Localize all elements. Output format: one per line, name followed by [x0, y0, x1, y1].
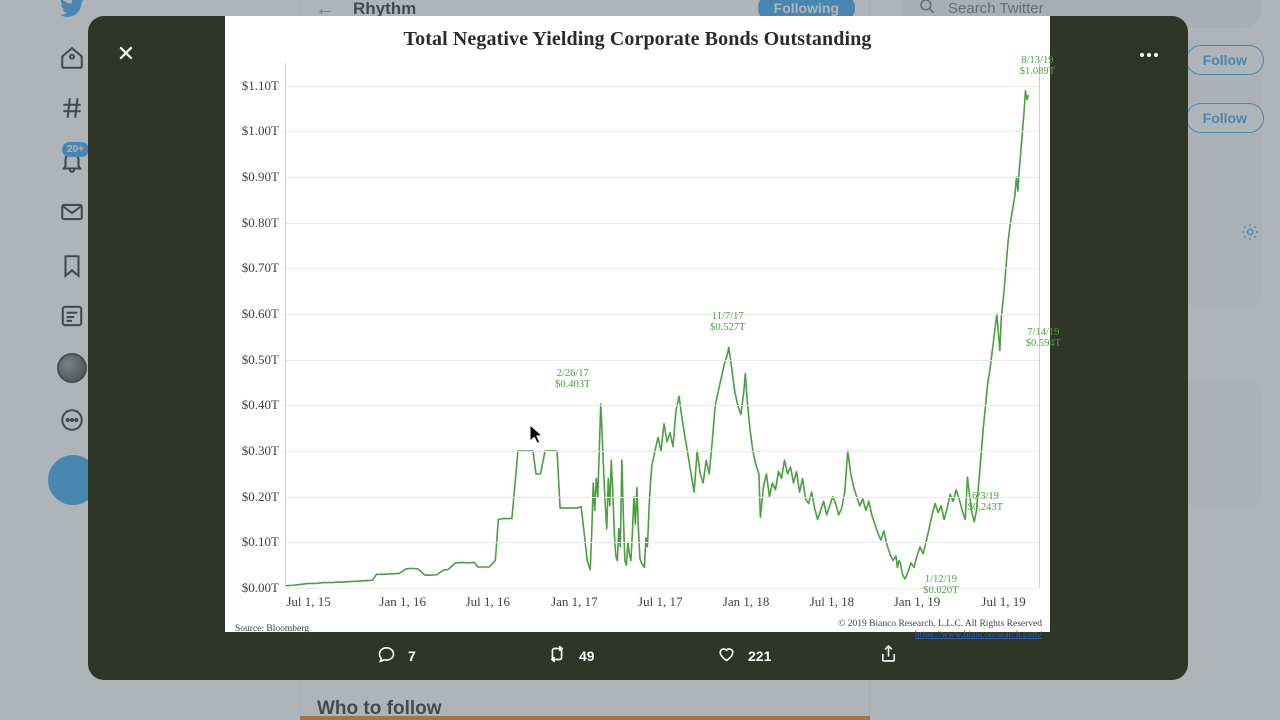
x-axis-tick-label: Jul 1, 16: [465, 594, 511, 609]
y-axis-tick-label: $0.60T: [241, 306, 279, 322]
chart-title: Total Negative Yielding Corporate Bonds …: [403, 28, 872, 50]
y-axis-tick-label: $0.10T: [241, 534, 279, 550]
grid-line: [286, 359, 1039, 361]
annotation-date: 7/14/19: [1027, 326, 1060, 338]
x-axis-tick-label: Jan 1, 17: [551, 594, 598, 609]
chart-annotation: 1/12/19 $0.020T: [923, 574, 958, 596]
y-axis-tick-label: $0.40T: [241, 397, 279, 413]
tweet-action-bar: 7 49 221: [88, 632, 1188, 680]
close-icon[interactable]: ✕: [116, 41, 136, 66]
biancoresearch-link[interactable]: https://www.biancoresearch.com/: [914, 630, 1042, 640]
heart-icon: [716, 643, 737, 669]
dot: [1147, 53, 1151, 57]
annotation-date: 11/7/17: [711, 311, 744, 323]
like-action[interactable]: 221: [716, 643, 771, 669]
more-options-icon[interactable]: [1132, 38, 1166, 72]
share-icon: [878, 643, 899, 669]
chart-annotation: 11/7/17 $0.527T: [710, 311, 745, 333]
retweet-icon: [546, 643, 568, 670]
dot: [1154, 53, 1158, 57]
x-axis-tick-label: Jan 1, 16: [379, 594, 426, 609]
reply-action[interactable]: 7: [376, 643, 416, 669]
dot: [1140, 53, 1144, 57]
grid-line: [286, 268, 1039, 270]
grid-line: [286, 405, 1039, 407]
y-axis-tick-label: $0.70T: [241, 260, 279, 276]
share-action[interactable]: [878, 643, 899, 669]
media-viewer-modal: ✕ Total Negative Yielding Corporate Bond…: [88, 16, 1188, 680]
reply-count: 7: [408, 648, 416, 664]
retweet-action[interactable]: 49: [546, 643, 595, 670]
grid-line: [286, 451, 1039, 453]
annotation-date: 6/3/19: [972, 491, 999, 503]
grid-line: [286, 131, 1039, 133]
grid-line: [286, 496, 1039, 498]
y-axis-line: [285, 63, 286, 588]
grid-line: [286, 222, 1039, 224]
y-axis-tick-label: $0.90T: [241, 169, 279, 185]
annotation-date: 8/13/19: [1021, 54, 1054, 66]
annotation-date: 1/12/19: [924, 573, 957, 585]
chart-line-series: [286, 90, 1030, 587]
annotation-value: $0.527T: [710, 322, 746, 334]
grid-line: [286, 177, 1039, 179]
annotation-date: 2/26/17: [556, 368, 589, 380]
annotation-value: $0.594T: [1025, 337, 1061, 349]
x-axis-tick-label: Jan 1, 18: [722, 594, 770, 609]
x-axis-tick-label: Jan 1, 19: [893, 594, 941, 609]
grid-line: [286, 588, 1039, 589]
chart-annotation: 7/14/19 $0.594T: [1026, 327, 1061, 349]
y-axis-tick-label: $0.20T: [241, 488, 279, 504]
retweet-count: 49: [579, 648, 595, 664]
y-axis-tick-label: $0.00T: [241, 580, 279, 595]
annotation-value: $0.403T: [555, 379, 591, 391]
chart-annotation: 6/3/19 $0.243T: [968, 491, 1003, 513]
copyright-text: © 2019 Bianco Research, L.L.C. All Right…: [838, 619, 1042, 629]
x-axis-tick-label: Jul 1, 15: [286, 594, 331, 609]
right-axis-line: [1039, 63, 1040, 588]
y-axis-tick-label: $0.80T: [241, 214, 279, 230]
chart-annotation: 8/13/19 $1.089T: [1020, 55, 1055, 77]
x-axis-tick-label: Jul 1, 19: [981, 594, 1026, 609]
chart-copyright-block: © 2019 Bianco Research, L.L.C. All Right…: [838, 619, 1042, 641]
like-count: 221: [748, 648, 772, 664]
y-axis-tick-label: $1.00T: [241, 123, 279, 139]
chart-annotation: 2/26/17 $0.403T: [555, 368, 590, 390]
chart-image[interactable]: Total Negative Yielding Corporate Bonds …: [225, 16, 1061, 640]
y-axis-tick-label: $0.50T: [241, 351, 279, 367]
mouse-cursor: [529, 423, 545, 451]
plot-area: $0.00T $0.10T $0.20T $0.30T $0.40T $0.50T $0.6…: [242, 63, 1039, 609]
series-line: [286, 90, 1030, 587]
annotation-value: $1.089T: [1019, 65, 1056, 77]
grid-line: [286, 314, 1039, 316]
chart-source: Source: Bloomberg: [235, 624, 309, 634]
annotation-value: $0.243T: [967, 502, 1004, 514]
y-axis-tick-label: $1.10T: [241, 77, 279, 93]
y-axis-tick-label: $0.30T: [241, 443, 279, 459]
grid-line: [286, 85, 1039, 87]
annotation-value: $0.020T: [923, 584, 959, 596]
x-axis-tick-label: Jul 1, 18: [809, 594, 855, 609]
reply-icon: [376, 643, 397, 669]
x-axis-tick-label: Jul 1, 17: [638, 594, 683, 609]
grid-line: [286, 542, 1039, 544]
